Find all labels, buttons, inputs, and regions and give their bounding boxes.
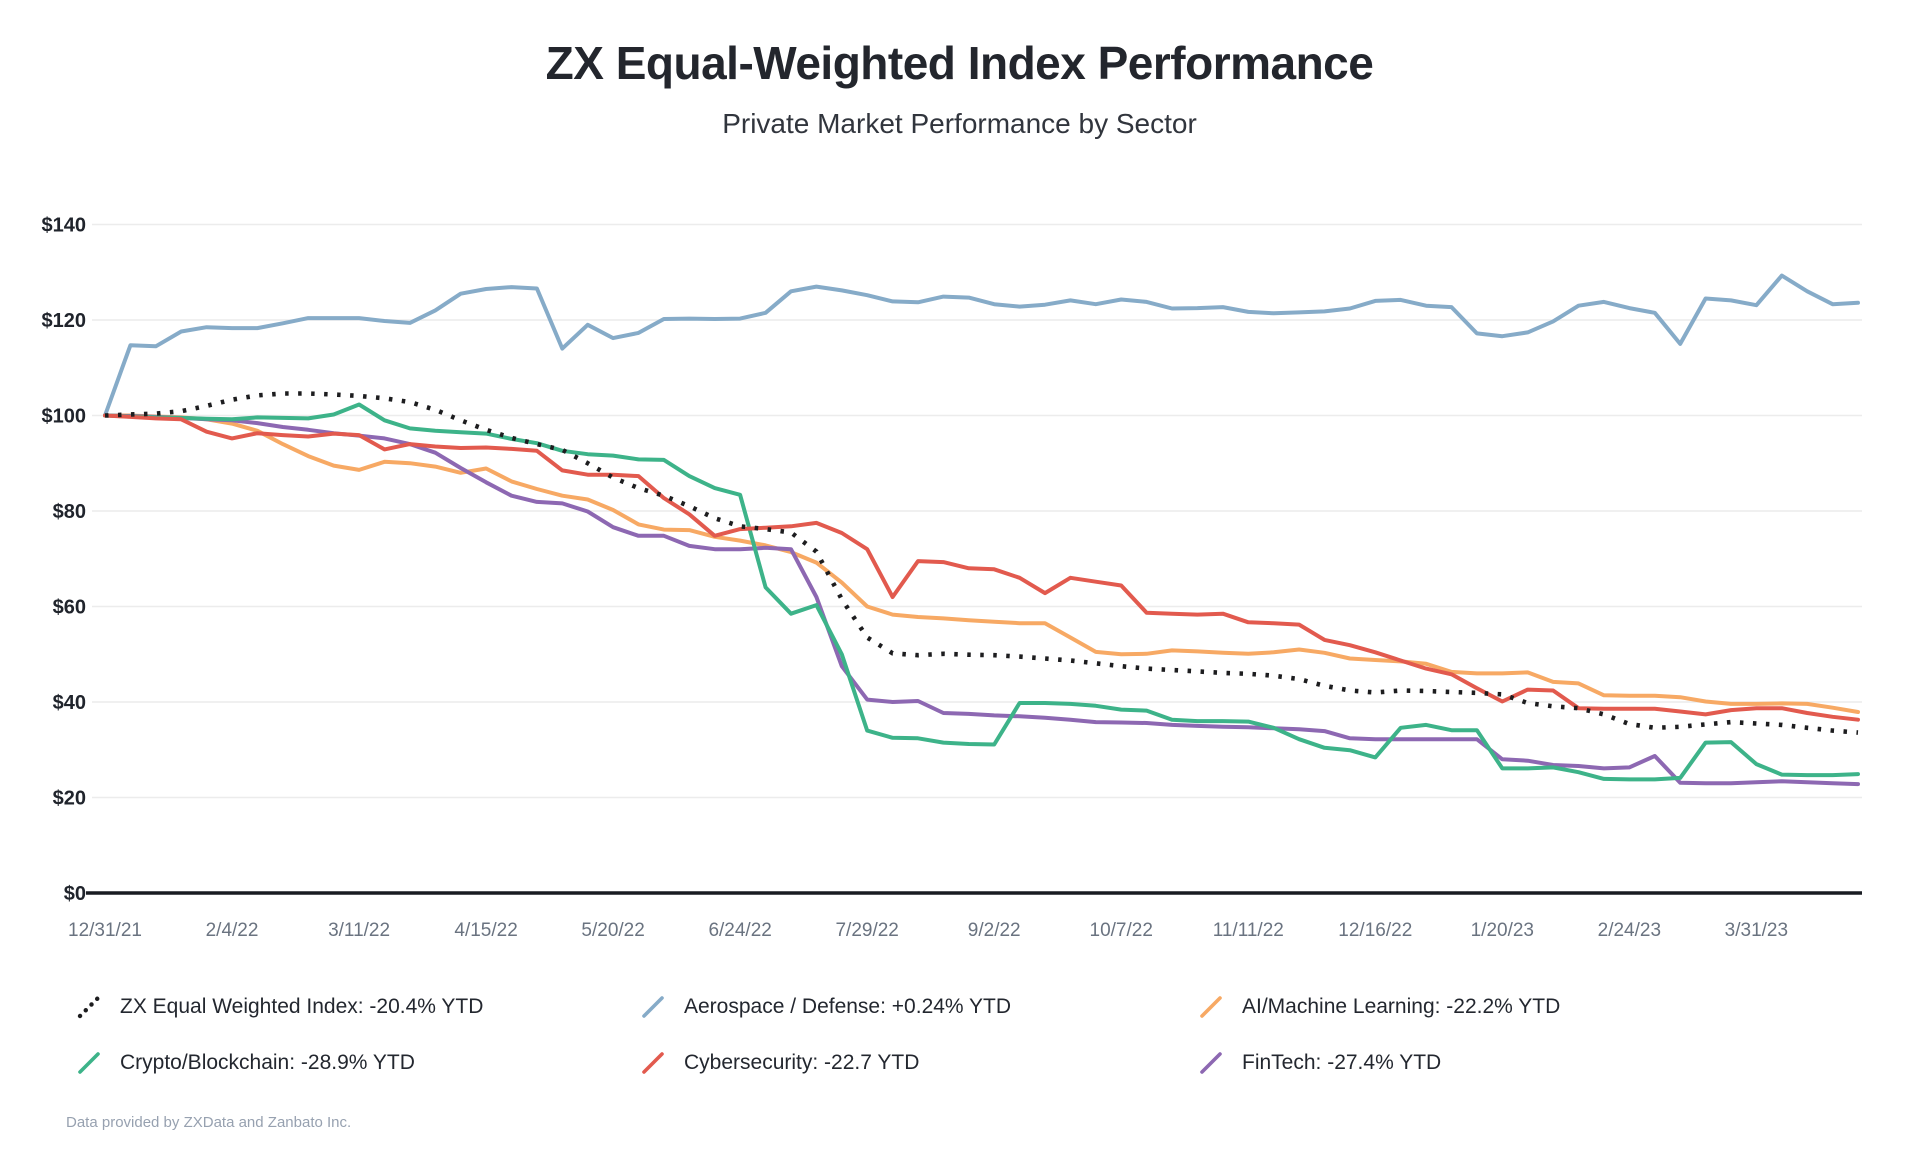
legend-item-fintech: FinTech: -27.4% YTD [1198,1050,1919,1076]
x-tick-label: 5/20/22 [581,920,644,941]
y-tick-label: $80 [53,501,86,523]
legend-label: ZX Equal Weighted Index: -20.4% YTD [120,995,484,1018]
x-tick-label: 12/31/21 [68,920,142,941]
x-tick-label: 10/7/22 [1090,920,1153,941]
legend-marker-ai-machine-learning [1200,996,1222,1018]
x-tick-label: 9/2/22 [968,920,1021,941]
legend-marker-fintech [1200,1052,1222,1074]
legend-item-ai-machine-learning: AI/Machine Learning: -22.2% YTD [1198,994,1919,1020]
legend-item-crypto-blockchain: Crypto/Blockchain: -28.9% YTD [76,1050,640,1076]
y-tick-label: $120 [42,310,87,332]
y-tick-label: $60 [53,597,86,619]
legend-marker-aerospace-defense [642,996,664,1018]
legend-marker-cybersecurity [642,1052,664,1074]
y-tick-label: $0 [64,883,86,905]
legend: ZX Equal Weighted Index: -20.4% YTD Aeros… [0,992,1919,1078]
chart-title: ZX Equal-Weighted Index Performance [545,37,1374,89]
legend-marker-zx-index [77,995,101,1019]
legend-marker-crypto-blockchain [78,1052,100,1074]
legend-item-cybersecurity: Cybersecurity: -22.7 YTD [640,1050,1198,1076]
legend-label: FinTech: -27.4% YTD [1242,1051,1442,1074]
footer-note: Data provided by ZXData and Zanbato Inc. [66,1114,352,1131]
legend-item-zx-index: ZX Equal Weighted Index: -20.4% YTD [76,994,640,1020]
y-tick-label: $140 [42,215,87,237]
series-line-fintech [103,413,1860,787]
legend-label: Crypto/Blockchain: -28.9% YTD [120,1051,415,1074]
x-tick-label: 7/29/22 [835,920,898,941]
x-tick-label: 3/11/22 [328,920,390,941]
series-line-crypto-blockchain [103,402,1860,782]
series-line-cybersecurity [103,413,1860,722]
legend-item-aerospace-defense: Aerospace / Defense: +0.24% YTD [640,994,1198,1020]
x-tick-label: 2/4/22 [206,920,259,941]
x-tick-label: 4/15/22 [454,920,517,941]
series-line-ai-machine-learning [103,413,1860,714]
y-tick-label: $100 [42,406,87,428]
x-tick-label: 12/16/22 [1338,920,1412,941]
x-tick-label: 6/24/22 [708,920,771,941]
legend-label: AI/Machine Learning: -22.2% YTD [1242,995,1561,1018]
y-tick-label: $20 [53,788,86,810]
x-tick-label: 3/31/23 [1725,920,1788,941]
x-tick-label: 1/20/23 [1471,920,1534,941]
series-line-aerospace-defense [103,273,1860,418]
x-tick-label: 2/24/23 [1598,920,1661,941]
y-tick-label: $40 [53,692,86,714]
series-line-zx-index [104,391,1859,735]
legend-label: Cybersecurity: -22.7 YTD [684,1051,920,1074]
chart-subtitle: Private Market Performance by Sector [722,108,1197,139]
x-tick-label: 11/11/22 [1213,920,1284,941]
legend-label: Aerospace / Defense: +0.24% YTD [684,995,1012,1018]
